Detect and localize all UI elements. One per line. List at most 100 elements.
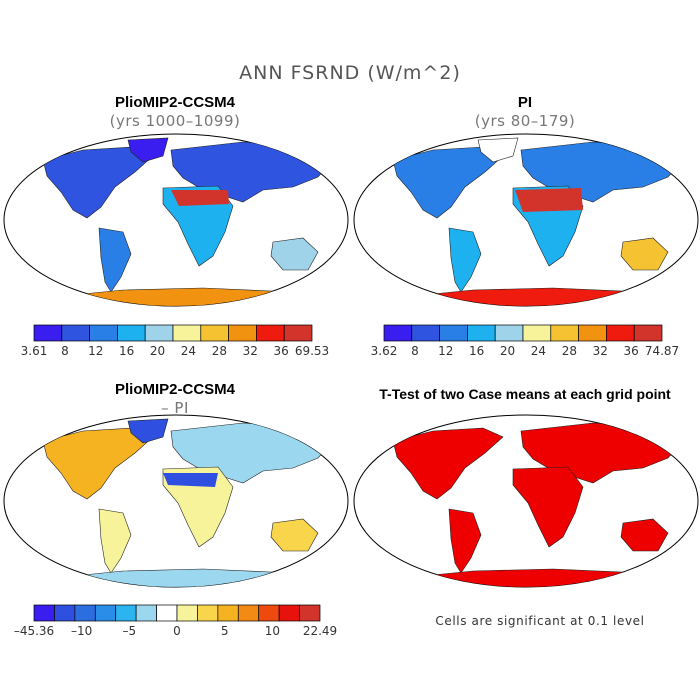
colorbar-swatch (117, 324, 146, 342)
colorbar-tick-label: 16 (469, 344, 484, 358)
panel1-north-america (42, 146, 154, 219)
colorbar-swatch (74, 604, 96, 622)
colorbar-tick-label: 28 (212, 344, 227, 358)
panel2-greenland (477, 137, 519, 163)
colorbar-swatch (550, 324, 579, 342)
colorbar-swatch (33, 324, 63, 342)
panel3-greenland (127, 418, 169, 444)
colorbar-swatch (258, 604, 280, 622)
colorbar-tick-label: 12 (438, 344, 453, 358)
colorbar-swatch (54, 604, 76, 622)
panel4-title: T-Test of two Case means at each grid po… (379, 386, 671, 402)
panel1-greenland (127, 137, 169, 163)
panel3-australia (270, 518, 319, 552)
colorbar-tick-label: –5 (123, 624, 137, 638)
colorbar-swatch (176, 604, 198, 622)
colorbar-tick-label: 12 (88, 344, 103, 358)
colorbar-swatch (439, 324, 468, 342)
colorbar-swatch (578, 324, 607, 342)
colorbar-swatch (144, 324, 174, 342)
panel1-map (3, 133, 349, 307)
panel3-colorbar (33, 604, 321, 622)
colorbar-swatch (89, 324, 118, 342)
panel1-colorbar (33, 324, 313, 342)
panel3-africa (162, 466, 234, 548)
colorbar-swatch (411, 324, 440, 342)
panel2-australia (620, 237, 669, 271)
colorbar-swatch (172, 324, 202, 342)
colorbar-swatch (256, 324, 285, 342)
panel2-south-america (448, 227, 482, 293)
colorbar-tick-label: 32 (243, 344, 258, 358)
colorbar-tick-label: 8 (411, 344, 419, 358)
colorbar-swatch (217, 604, 239, 622)
colorbar-swatch (467, 324, 496, 342)
panel3-sahara (163, 473, 218, 487)
colorbar-swatch (299, 604, 321, 622)
panel2-title: PI (517, 94, 533, 111)
colorbar-tick-label: 28 (562, 344, 577, 358)
colorbar-tick-label: 32 (593, 344, 608, 358)
colorbar-swatch (283, 324, 313, 342)
panel3-map (3, 414, 349, 588)
panel3-north-america (42, 427, 154, 500)
colorbar-swatch (606, 324, 635, 342)
colorbar-tick-label: 0 (173, 624, 181, 638)
panel4-south-america (448, 508, 482, 574)
colorbar-swatch (156, 604, 178, 622)
colorbar-tick-label: 8 (61, 344, 69, 358)
panel3-subtitle: – PI (161, 399, 189, 417)
colorbar-swatch (383, 324, 413, 342)
panel1-title: PlioMIP2-CCSM4 (114, 94, 235, 111)
colorbar-swatch (197, 604, 219, 622)
colorbar-tick-label: 36 (273, 344, 288, 358)
significance-note: Cells are significant at 0.1 level (435, 614, 645, 628)
panel4-north-america (392, 427, 504, 500)
colorbar-swatch (200, 324, 229, 342)
panel2-colorbar-labels: 3.62 8 12 16 20 24 28 32 36 74.87 (371, 344, 680, 358)
panel1-south-america (98, 227, 132, 293)
panel2-subtitle: (yrs 80–179) (474, 112, 576, 130)
colorbar-tick-label: –45.36 (14, 624, 54, 638)
panel2-colorbar (383, 324, 663, 342)
figure-title: ANN FSRND (W/m^2) (239, 62, 461, 84)
colorbar-swatch (522, 324, 552, 342)
colorbar-swatch (61, 324, 90, 342)
panel1-subtitle: (yrs 1000–1099) (109, 112, 241, 130)
colorbar-tick-label: –10 (71, 624, 92, 638)
panel3-title: PlioMIP2-CCSM4 (114, 381, 235, 398)
panel3-south-america (98, 508, 132, 574)
colorbar-tick-label: 74.87 (645, 344, 679, 358)
colorbar-tick-label: 20 (500, 344, 515, 358)
panel4-map (353, 414, 699, 588)
colorbar-tick-label: 3.62 (371, 344, 398, 358)
colorbar-tick-label: 10 (265, 624, 280, 638)
colorbar-swatch (135, 604, 157, 622)
panel1-australia (270, 237, 319, 271)
colorbar-tick-label: 22.49 (303, 624, 337, 638)
colorbar-swatch (33, 604, 55, 622)
colorbar-swatch (278, 604, 300, 622)
panel2-north-america (392, 146, 504, 219)
colorbar-swatch (94, 604, 117, 622)
colorbar-swatch (633, 324, 663, 342)
panel2-map (353, 133, 699, 307)
colorbar-tick-label: 5 (221, 624, 229, 638)
colorbar-swatch (237, 604, 260, 622)
panel1-colorbar-labels: 3.61 8 12 16 20 24 28 32 36 69.53 (21, 344, 330, 358)
colorbar-tick-label: 16 (119, 344, 134, 358)
panel3-colorbar-labels: –45.36 –10 –5 0 5 10 22.49 (14, 624, 337, 638)
colorbar-tick-label: 69.53 (295, 344, 329, 358)
colorbar-tick-label: 24 (531, 344, 546, 358)
panel4-africa (512, 466, 584, 548)
colorbar-tick-label: 36 (623, 344, 638, 358)
panel1-sahara (171, 190, 229, 206)
colorbar-swatch (115, 604, 137, 622)
colorbar-swatch (494, 324, 524, 342)
panel2-sahara (515, 188, 583, 212)
panel4-australia (620, 518, 669, 552)
colorbar-tick-label: 3.61 (21, 344, 48, 358)
colorbar-tick-label: 20 (150, 344, 165, 358)
colorbar-tick-label: 24 (181, 344, 196, 358)
colorbar-swatch (228, 324, 257, 342)
